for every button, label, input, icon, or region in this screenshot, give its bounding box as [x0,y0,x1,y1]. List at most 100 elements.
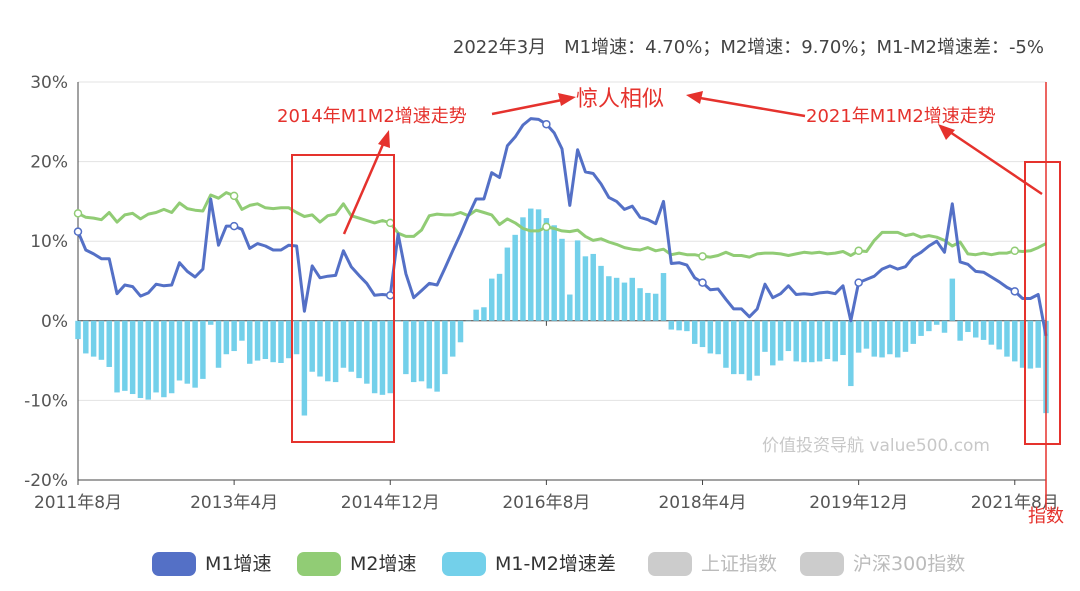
diff-bar [184,320,191,384]
diff-bar [770,320,776,366]
point-marker [542,119,551,129]
point-marker [386,218,395,228]
diff-bar [574,240,581,321]
diff-bar [746,320,753,381]
diff-bar [535,209,542,321]
diff-bar [122,320,128,391]
diff-bar [1012,320,1018,362]
diff-bar [348,320,354,372]
diff-bar [309,320,315,372]
highlight-box-2014 [291,154,395,443]
diff-bar [200,320,206,379]
legend-swatch [442,552,486,576]
y-tick-label: -20% [24,471,68,491]
legend: M1增速 M2增速 M1-M2增速差 上证指数 沪深300指数 [152,552,965,576]
arrow-icon [686,91,806,118]
diff-bar [973,320,979,338]
diff-bar [918,320,924,336]
diff-bar [637,288,643,321]
annotation-2014-label: 2014年M1M2增速走势 [277,106,467,127]
legend-swatch [648,552,692,576]
diff-bar [153,320,159,393]
diff-bar [1035,320,1041,368]
diff-bar [871,320,877,357]
diff-bar [754,320,760,376]
diff-bar [262,320,269,360]
diff-bar [957,320,963,341]
legend-item-label: M1-M2增速差 [495,553,616,575]
m1-m2-diff-bars [75,208,1049,416]
arrow-icon [342,130,390,235]
diff-bar [613,277,620,321]
point-marker [73,227,83,236]
series-lines [73,117,1048,337]
y-tick-label: -10% [24,391,68,411]
diff-bar [715,320,721,355]
diff-bar [910,320,917,344]
diff-bar [699,320,706,348]
y-tick-label: 20% [30,153,68,173]
diff-bar [848,320,854,387]
x-axis: 2011年8月 2013年4月 2014年12月 2016年8月 2018年4月 2019… [34,320,1059,513]
diff-bar [371,320,378,394]
diff-bar [301,320,308,416]
diff-bar [387,320,393,394]
point-marker [1010,246,1020,256]
point-marker [854,278,863,287]
diff-bar [168,320,175,394]
diff-bar [481,307,487,321]
diff-bar [582,256,589,321]
diff-bar [90,320,97,357]
diff-bar [676,320,682,331]
annotation-center-label: 惊人相似 [576,87,664,112]
diff-bar [629,277,635,321]
diff-bar [1004,320,1010,357]
diff-bar [512,234,518,321]
diff-bar [707,320,714,354]
diff-bar [496,273,503,321]
diff-bar [403,320,409,375]
watermark: 价值投资导航 value500.com [762,436,990,456]
point-marker [542,222,551,232]
diff-bar [137,320,144,399]
diff-bar [652,293,659,321]
diff-bar [457,320,464,343]
diff-bar [551,225,557,321]
diff-bar [434,320,440,392]
x-tick-label: 2011年8月 [34,493,122,513]
diff-bar [598,265,604,321]
diff-bar [840,320,846,356]
diff-bar [332,320,339,383]
diff-bar [325,320,331,382]
annotation-2021-label: 2021年M1M2增速走势 [806,106,996,127]
diff-bar [1027,320,1034,369]
diff-bar [738,320,745,375]
diff-bar [941,320,948,333]
diff-bar [145,320,151,400]
arrow-icon [938,124,1043,196]
diff-bar [215,320,222,368]
diff-bar [543,218,550,321]
diff-bar [83,320,89,354]
diff-bar [317,320,323,377]
diff-bar [894,320,901,358]
point-marker [73,209,83,218]
diff-bar [223,320,230,355]
diff-bar [887,320,893,355]
diff-bar [691,320,698,344]
diff-bar [965,320,971,332]
header-summary: 2022年3月 M1增速：4.70%；M2增速：9.70%；M1-M2增速差：-… [453,37,1044,58]
point-marker [1010,287,1020,296]
diff-bar [731,320,737,375]
diff-bar [809,320,815,363]
diff-bar [286,320,292,359]
diff-bar [489,278,495,321]
diff-bar [559,238,565,321]
y-tick-label: 10% [30,232,68,252]
m2-line [77,191,1047,259]
diff-bar [621,282,628,321]
x-tick-label: 2013年4月 [190,493,278,513]
diff-bar [340,320,347,368]
diff-bar [192,320,198,388]
diff-bar [684,320,690,332]
